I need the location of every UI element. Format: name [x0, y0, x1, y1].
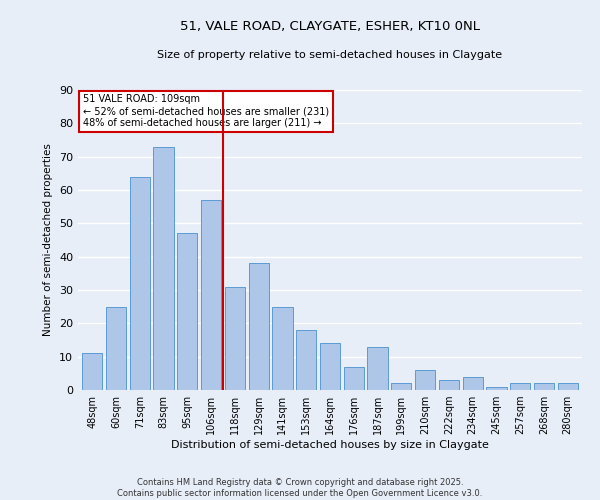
- Bar: [154, 146, 173, 390]
- Text: 51, VALE ROAD, CLAYGATE, ESHER, KT10 0NL: 51, VALE ROAD, CLAYGATE, ESHER, KT10 0NL: [180, 20, 480, 33]
- X-axis label: Distribution of semi-detached houses by size in Claygate: Distribution of semi-detached houses by …: [171, 440, 489, 450]
- Bar: [439, 380, 459, 390]
- Text: Size of property relative to semi-detached houses in Claygate: Size of property relative to semi-detach…: [157, 50, 503, 60]
- Bar: [248, 264, 269, 390]
- Bar: [296, 330, 316, 390]
- Bar: [557, 384, 578, 390]
- Bar: [510, 384, 530, 390]
- Text: 51 VALE ROAD: 109sqm
← 52% of semi-detached houses are smaller (231)
48% of semi: 51 VALE ROAD: 109sqm ← 52% of semi-detac…: [83, 94, 329, 128]
- Bar: [201, 200, 221, 390]
- Bar: [130, 176, 150, 390]
- Bar: [177, 234, 197, 390]
- Y-axis label: Number of semi-detached properties: Number of semi-detached properties: [43, 144, 53, 336]
- Bar: [320, 344, 340, 390]
- Bar: [106, 306, 126, 390]
- Bar: [534, 384, 554, 390]
- Text: Contains HM Land Registry data © Crown copyright and database right 2025.
Contai: Contains HM Land Registry data © Crown c…: [118, 478, 482, 498]
- Bar: [272, 306, 293, 390]
- Bar: [344, 366, 364, 390]
- Bar: [391, 384, 412, 390]
- Bar: [367, 346, 388, 390]
- Bar: [487, 386, 506, 390]
- Bar: [82, 354, 103, 390]
- Bar: [463, 376, 483, 390]
- Bar: [225, 286, 245, 390]
- Bar: [415, 370, 435, 390]
